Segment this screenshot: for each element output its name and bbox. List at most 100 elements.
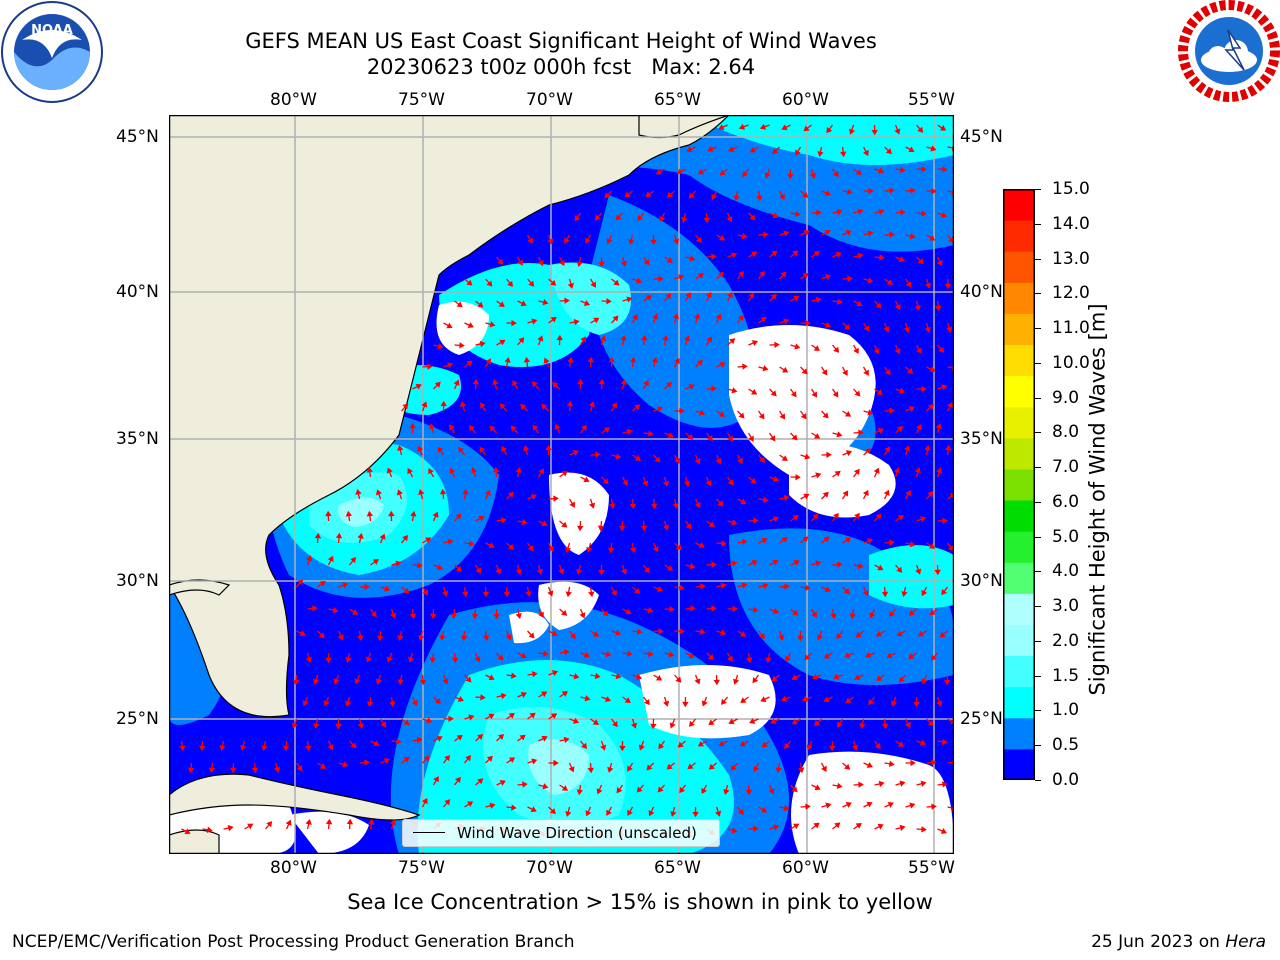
wind-wave-arrowhead bbox=[791, 786, 798, 793]
colorbar-tick-mark bbox=[1035, 223, 1041, 225]
wind-wave-arrowhead bbox=[679, 407, 685, 415]
wind-wave-arrowhead bbox=[936, 467, 943, 474]
wind-wave-arrowhead bbox=[337, 634, 344, 641]
wind-wave-arrowhead bbox=[592, 631, 600, 637]
wind-wave-arrowhead bbox=[822, 491, 829, 498]
lat-tick-label: 45°N bbox=[960, 127, 1003, 147]
wind-wave-arrowhead bbox=[800, 413, 807, 420]
wind-wave-arrowhead bbox=[421, 797, 428, 805]
colorbar-label-text: Significant Height of Wind Waves [m] bbox=[1085, 303, 1110, 696]
wind-wave-arrowhead bbox=[935, 423, 942, 430]
wind-wave-arrowhead bbox=[397, 635, 404, 642]
wind-wave-arrowhead bbox=[542, 299, 549, 306]
wind-wave-arrowhead bbox=[822, 412, 829, 419]
wind-wave-arrowhead bbox=[478, 515, 485, 522]
wind-wave-arrowhead bbox=[627, 809, 633, 816]
wind-wave-arrowhead bbox=[843, 588, 850, 595]
wind-wave-arrowhead bbox=[606, 238, 613, 245]
wind-wave-arrowhead bbox=[708, 763, 715, 770]
wind-wave-arrowhead bbox=[845, 697, 852, 704]
wind-wave-arrowhead bbox=[727, 435, 733, 442]
wind-wave-arrowhead bbox=[836, 782, 843, 790]
wind-wave-arrows bbox=[179, 123, 954, 840]
wind-wave-arrowhead bbox=[844, 323, 851, 330]
lat-tick-label: 40°N bbox=[960, 282, 1003, 302]
wind-wave-arrowhead bbox=[297, 579, 304, 586]
wind-wave-arrowhead bbox=[830, 613, 837, 620]
wind-wave-arrowhead bbox=[867, 230, 874, 237]
colorbar-tick-mark bbox=[1035, 397, 1041, 399]
wind-wave-arrow bbox=[947, 366, 954, 369]
wind-wave-arrowhead bbox=[770, 390, 777, 397]
wind-wave-arrowhead bbox=[836, 431, 843, 438]
wind-wave-arrowhead bbox=[894, 348, 901, 355]
wind-wave-arrowhead bbox=[266, 821, 273, 828]
lon-tick-label: 55°W bbox=[908, 90, 955, 110]
wind-wave-arrowhead bbox=[862, 489, 869, 497]
legend-label: Wind Wave Direction (unscaled) bbox=[457, 824, 697, 842]
wind-wave-arrowhead bbox=[379, 533, 386, 540]
wind-wave-arrowhead bbox=[632, 314, 638, 321]
wind-wave-arrowhead bbox=[619, 525, 626, 532]
wind-wave-arrowhead bbox=[867, 277, 874, 284]
wind-wave-arrowhead bbox=[762, 496, 769, 503]
wind-wave-arrowhead bbox=[784, 742, 791, 750]
wind-wave-arrowhead bbox=[558, 568, 565, 575]
wind-wave-arrowhead bbox=[836, 632, 843, 640]
wind-wave-arrowhead bbox=[312, 605, 318, 612]
wind-wave-arrowhead bbox=[759, 123, 767, 130]
wind-wave-arrowhead bbox=[447, 538, 454, 546]
wind-wave-arrowhead bbox=[917, 126, 924, 133]
wind-wave-arrowhead bbox=[733, 195, 740, 202]
wind-wave-arrowhead bbox=[762, 582, 769, 590]
wind-wave-arrowhead bbox=[325, 657, 332, 664]
wind-wave-arrowhead bbox=[824, 229, 831, 236]
wind-wave-arrowhead bbox=[785, 655, 791, 662]
wind-wave-arrowhead bbox=[500, 517, 507, 524]
wind-wave-arrowhead bbox=[466, 279, 473, 286]
wind-wave-arrowhead bbox=[795, 473, 801, 481]
wind-wave-arrowhead bbox=[479, 446, 486, 453]
wind-wave-arrowhead bbox=[439, 488, 447, 495]
wind-wave-arrowhead bbox=[829, 745, 836, 752]
wind-wave-arrowhead bbox=[772, 475, 780, 482]
wind-wave-arrowhead bbox=[645, 191, 652, 198]
wind-wave-arrowhead bbox=[732, 605, 738, 613]
colorbar-tick-label: 5.0 bbox=[1052, 526, 1080, 547]
wind-wave-arrowhead bbox=[470, 467, 478, 474]
wind-wave-arrowhead bbox=[561, 470, 568, 477]
wind-wave-arrowhead bbox=[596, 788, 603, 795]
wind-wave-arrowhead bbox=[634, 404, 641, 411]
wind-wave-arrowhead bbox=[813, 251, 820, 257]
wind-wave-arrowhead bbox=[662, 334, 669, 341]
wind-wave-arrowhead bbox=[327, 555, 334, 563]
wind-wave-arrowhead bbox=[583, 651, 591, 658]
wind-wave-arrowhead bbox=[551, 670, 559, 677]
wind-wave-arrowhead bbox=[449, 424, 455, 431]
wind-wave-arrowhead bbox=[543, 357, 550, 364]
wind-wave-arrowhead bbox=[512, 380, 518, 387]
wind-wave-arrowhead bbox=[525, 591, 532, 598]
wind-wave-arrowhead bbox=[357, 635, 364, 642]
wind-wave-arrowhead bbox=[442, 590, 449, 597]
wind-wave-arrowhead bbox=[541, 735, 548, 742]
wind-wave-arrowhead bbox=[626, 296, 633, 303]
wind-wave-arrowhead bbox=[875, 630, 883, 637]
wind-wave-arrowhead bbox=[453, 379, 460, 386]
wind-wave-arrowhead bbox=[626, 650, 633, 657]
wind-wave-arrowhead bbox=[751, 560, 758, 566]
wind-wave-arrowhead bbox=[792, 609, 799, 616]
wind-wave-arrowhead bbox=[620, 334, 627, 341]
wind-wave-arrowhead bbox=[781, 455, 788, 461]
wind-wave-arrowhead bbox=[924, 326, 931, 333]
wind-wave-arrowhead bbox=[598, 261, 605, 268]
wind-wave-arrowhead bbox=[504, 356, 511, 363]
wind-wave-arrowhead bbox=[540, 691, 548, 698]
colorbar-swatch bbox=[1003, 468, 1035, 501]
wind-wave-arrowhead bbox=[486, 755, 493, 762]
svg-text:NOAA: NOAA bbox=[31, 23, 73, 38]
wind-wave-arrowhead bbox=[751, 251, 758, 258]
wind-wave-arrowhead bbox=[795, 149, 801, 156]
wind-wave-arrowhead bbox=[858, 781, 864, 788]
wind-wave-arrowhead bbox=[917, 258, 924, 265]
